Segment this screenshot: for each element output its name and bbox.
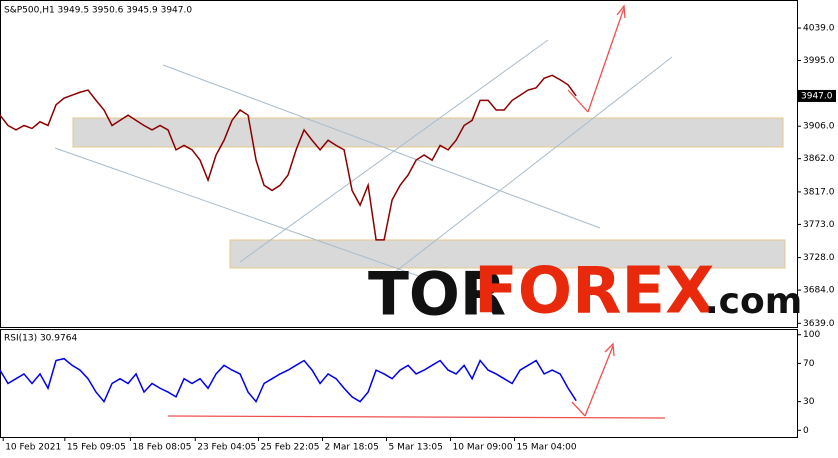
rsi-panel (0, 329, 798, 438)
rsi-title: RSI(13) 30.9764 (4, 334, 77, 344)
x-tick-label: 15 Mar 04:00 (517, 443, 577, 453)
x-tick-label: 18 Feb 08:05 (132, 443, 191, 453)
watermark: TOR (368, 260, 506, 330)
y-tick-label: 3862.0 (803, 154, 835, 164)
x-tick-label: 2 Mar 18:05 (324, 443, 378, 453)
y-tick-label: 100 (803, 330, 820, 340)
y-tick-label: 3906.0 (803, 122, 835, 132)
channel (54, 39, 673, 281)
forecast-arrow (167, 4, 666, 419)
x-tick-label: 10 Mar 09:00 (453, 443, 513, 453)
y-tick-label: 3995.0 (803, 56, 835, 66)
zone (72, 117, 784, 148)
line (0, 74, 577, 241)
y-tick-label: 70 (803, 359, 815, 369)
last-price-box (798, 89, 836, 102)
y-tick-label: 3684.0 (803, 286, 835, 296)
y-tick-label: 3773.0 (803, 220, 835, 230)
y-tick-label: 3728.0 (803, 253, 835, 263)
line (0, 357, 577, 404)
y-tick-label: 30 (803, 397, 815, 407)
x-tick-label: 10 Feb 2021 (5, 443, 61, 453)
y-tick-label: 0 (803, 426, 809, 436)
y-tick-label: 3817.0 (803, 187, 835, 197)
watermark: .com (705, 281, 802, 322)
x-tick-label: 15 Feb 09:05 (67, 443, 126, 453)
price-panel (0, 0, 798, 328)
zone (229, 239, 786, 269)
y-tick-label: 3639.0 (803, 319, 835, 329)
chart-title: S&P500,H1 3949.5 3950.6 3945.9 3947.0 (4, 6, 192, 16)
x-tick-label: 23 Feb 04:05 (197, 443, 256, 453)
y-tick-label: 4039.0 (803, 24, 835, 34)
watermark: FOREX (474, 255, 714, 329)
last-price: 3947.0 (801, 91, 833, 101)
x-tick-label: 25 Feb 22:05 (260, 443, 319, 453)
x-tick-label: 5 Mar 13:05 (388, 443, 442, 453)
